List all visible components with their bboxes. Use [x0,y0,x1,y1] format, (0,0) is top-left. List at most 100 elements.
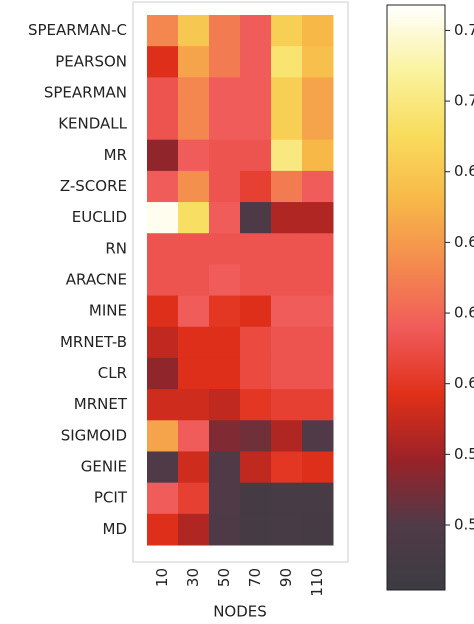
heatmap-cell [240,170,272,203]
heatmap-cell [240,77,272,110]
heatmap-cell [178,77,210,110]
heatmap-cell [147,108,179,141]
heatmap-cell [302,139,334,172]
y-tick-label: MD [103,520,128,538]
heatmap-cell [209,326,241,359]
heatmap-cell [209,451,241,484]
y-tick-label: SIGMOID [61,426,127,444]
heatmap-cell [147,15,179,47]
heatmap-cell [271,108,303,141]
x-tick-label: 50 [215,568,233,587]
heatmap-cell [240,202,272,234]
heatmap-cell [240,139,272,172]
heatmap-cell [240,108,272,141]
heatmap-cell [209,108,241,141]
y-tick-label: MRNET-B [60,333,127,351]
heatmap-cell [178,389,210,421]
colorbar-tick-label: 0.650 [454,233,474,251]
heatmap-cell [147,233,179,265]
y-tick-label: KENDALL [58,115,127,133]
heatmap-cell [178,170,210,203]
x-tick-label: 10 [153,568,171,587]
heatmap-cell [178,482,210,515]
heatmap-cell [147,170,179,203]
heatmap-cell [240,46,272,78]
heatmap-cell [240,326,272,359]
y-tick-label: RN [105,239,127,257]
heatmap-cell [302,357,334,390]
heatmap-cell [147,264,179,297]
heatmap-cell [147,451,179,484]
y-tick-label: EUCLID [72,208,127,226]
heatmap-cell [271,357,303,390]
heatmap-cell [302,233,334,265]
heatmap-cell [209,46,241,78]
heatmap-cell [209,357,241,390]
heatmap-cell [178,233,210,265]
heatmap-cell [271,202,303,234]
heatmap-cell [271,295,303,328]
heatmap-cell [271,326,303,359]
x-tick-label: 30 [184,568,202,587]
heatmap-cell [209,295,241,328]
colorbar-tick-label: 0.625 [454,304,474,322]
colorbar-tick-label: 0.700 [454,92,474,110]
heatmap-cell [302,77,334,110]
heatmap-cell [271,264,303,297]
heatmap-cell [302,513,334,546]
heatmap-cell [240,389,272,421]
heatmap-cell [147,46,179,78]
heatmap-cell [302,295,334,328]
heatmap-cell [271,139,303,172]
heatmap-cell [302,108,334,141]
heatmap-cell [240,295,272,328]
heatmap-cell [240,513,272,546]
heatmap-cell [178,326,210,359]
heatmap-cell [240,451,272,484]
heatmap-cell [209,482,241,515]
y-tick-label: CLR [98,364,127,382]
heatmap-cell [271,170,303,203]
heatmap-cell [240,15,272,47]
heatmap-cell [302,264,334,297]
heatmap-cell [147,77,179,110]
heatmap-cell [178,295,210,328]
heatmap-cell [302,15,334,47]
heatmap-cell [271,77,303,110]
heatmap-cell [209,139,241,172]
colorbar-tick-label: 0.675 [454,162,474,180]
heatmap-cell [302,420,334,452]
y-tick-label: MR [104,146,127,164]
heatmap-cell [240,420,272,452]
heatmap-cell [271,451,303,484]
heatmap-cell [178,357,210,390]
heatmap-cell [271,513,303,546]
heatmap-cell [240,357,272,390]
heatmap-cell [147,389,179,421]
heatmap-cell [178,264,210,297]
heatmap-cell [302,170,334,203]
heatmap-cell [147,420,179,452]
heatmap-cell [302,451,334,484]
heatmap-cell [302,326,334,359]
heatmap-cell [271,15,303,47]
heatmap-cell [178,202,210,234]
heatmap-cell [209,420,241,452]
y-tick-label: PCIT [94,489,128,507]
colorbar-tick-label: 0.725 [454,21,474,39]
heatmap-cell [147,482,179,515]
colorbar-tick-label: 0.550 [454,516,474,534]
y-tick-label: MRNET [74,395,128,413]
heatmap-cell [178,46,210,78]
x-axis-title: NODES [213,603,267,621]
heatmap-cell [271,46,303,78]
heatmap-cell [209,389,241,421]
x-tick-label: 110 [308,568,326,597]
heatmap-cell [271,420,303,452]
y-tick-label: ARACNE [66,271,127,289]
heatmap-cell [209,170,241,203]
y-tick-label: MINE [89,302,127,320]
heatmap-cell [302,202,334,234]
heatmap-cell [271,233,303,265]
